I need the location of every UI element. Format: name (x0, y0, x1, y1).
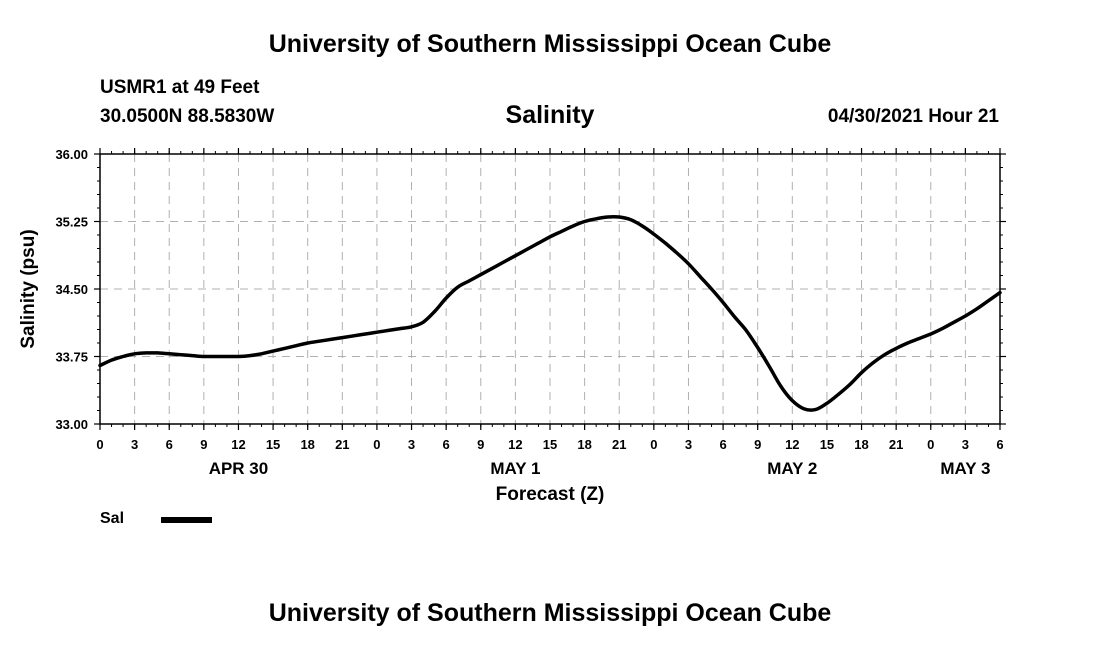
x-tick-label: 15 (820, 437, 834, 452)
x-tick-label: 9 (200, 437, 207, 452)
series-line-sal (98, 214, 1002, 412)
x-tick-labels: 0 3 6 9 12 15 18 21 0 3 6 9 12 15 18 21 0 3 6 9 12 15 18 21 0 3 6 (96, 437, 1003, 452)
forecast-run-time: 04/30/2021 Hour 21 (827, 106, 999, 127)
x-tick-label: 21 (612, 437, 626, 452)
x-tick-label: 18 (577, 437, 591, 452)
day-labels: APR 30 MAY 1 MAY 2 MAY 3 (209, 459, 991, 478)
header-title: University of Southern Mississippi Ocean… (268, 30, 832, 58)
x-tick-label: 6 (166, 437, 173, 452)
x-tick-label: 3 (685, 437, 692, 452)
day-label: MAY 1 (490, 459, 540, 478)
x-tick-label: 6 (996, 437, 1003, 452)
y-tick-label: 35.25 (55, 215, 88, 230)
plot-frame (99, 153, 1001, 425)
y-tick-label: 33.00 (55, 417, 88, 432)
x-axis-title: Forecast (Z) (496, 484, 605, 505)
x-tick-label: 12 (785, 437, 799, 452)
y-tick-label: 36.00 (55, 147, 88, 162)
y-tick-label: 34.50 (55, 282, 88, 297)
x-tick-label: 12 (231, 437, 245, 452)
x-tick-label: 15 (543, 437, 557, 452)
x-tick-label: 9 (477, 437, 484, 452)
x-tick-label: 0 (650, 437, 657, 452)
x-tick-label: 6 (719, 437, 726, 452)
x-tick-label: 12 (508, 437, 522, 452)
x-tick-label: 15 (266, 437, 280, 452)
x-tick-label: 21 (889, 437, 903, 452)
x-tick-label: 21 (335, 437, 349, 452)
legend-line-swatch (161, 517, 212, 523)
x-tick-label: 3 (408, 437, 415, 452)
x-tick-label: 9 (754, 437, 761, 452)
x-tick-label: 18 (854, 437, 868, 452)
legend-label: Sal (100, 510, 125, 527)
x-tick-label: 3 (962, 437, 969, 452)
station-coordinates: 30.0500N 88.5830W (100, 106, 275, 127)
x-tick-label: 0 (96, 437, 103, 452)
x-tick-label: 0 (373, 437, 380, 452)
day-label: APR 30 (209, 459, 269, 478)
chart-title: Salinity (505, 101, 595, 129)
day-label: MAY 2 (767, 459, 817, 478)
y-axis-title: Salinity (psu) (18, 229, 39, 348)
x-tick-label: 18 (300, 437, 314, 452)
grid-lines (100, 154, 1000, 424)
x-tick-label: 6 (443, 437, 450, 452)
footer-title: University of Southern Mississippi Ocean… (268, 599, 832, 627)
day-label: MAY 3 (940, 459, 990, 478)
y-tick-label: 33.75 (55, 350, 88, 365)
x-tick-label: 0 (927, 437, 934, 452)
x-tick-label: 3 (131, 437, 138, 452)
station-name: USMR1 at 49 Feet (100, 77, 260, 98)
y-tick-labels: 33.00 33.75 34.50 35.25 36.00 (55, 147, 88, 432)
